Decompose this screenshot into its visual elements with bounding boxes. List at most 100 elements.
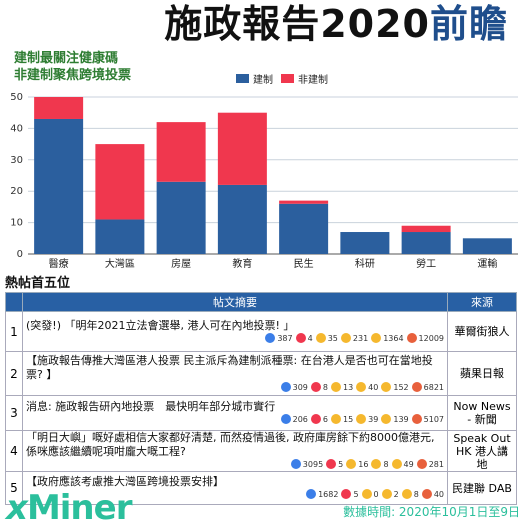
- angry-icon: [411, 414, 422, 424]
- reaction-count: 35: [327, 333, 338, 343]
- bar-pro-democracy: [401, 225, 451, 233]
- reaction-count: 0: [373, 490, 379, 499]
- sad-icon: [330, 414, 341, 424]
- post-source: 蘋果日報: [447, 351, 517, 396]
- title-main: 施政報告2020: [164, 2, 430, 46]
- y-tick-label: 0: [17, 249, 23, 260]
- legend-label-pro-democracy: 非建制: [298, 75, 328, 86]
- data-timestamp: 數據時間: 2020年10月1日至9日: [343, 505, 520, 519]
- like-icon: [290, 459, 301, 469]
- reaction-angry: 6821: [411, 381, 444, 394]
- bar-pro-establishment: [34, 118, 84, 254]
- reaction-count: 39: [368, 415, 379, 424]
- angry-icon: [421, 489, 432, 499]
- reaction-angry: 12009: [406, 332, 444, 345]
- bar-pro-establishment: [217, 184, 267, 254]
- sad-icon: [361, 489, 372, 499]
- reaction-angry_small: 0: [361, 489, 379, 501]
- reaction-count: 2: [393, 490, 399, 499]
- bar-pro-establishment: [279, 203, 329, 254]
- love-icon: [341, 489, 352, 499]
- x-tick-label: 勞工: [416, 257, 436, 270]
- reaction-haha: 1364: [371, 332, 404, 345]
- y-tick-label: 30: [10, 155, 23, 166]
- post-title: 【政府應該考慮推大灣區跨境投票安排】: [26, 475, 224, 488]
- sad-icon: [346, 459, 357, 469]
- reaction-wow: 40: [356, 381, 379, 394]
- reaction-like: 309: [280, 381, 308, 394]
- y-tick-label: 10: [10, 218, 23, 229]
- reaction-angry_small: 16: [346, 459, 368, 471]
- reaction-count: 6821: [423, 382, 444, 392]
- reaction-wow: 231: [340, 332, 369, 345]
- post-source: 華爾街狼人: [447, 311, 517, 352]
- wow-icon: [356, 381, 367, 392]
- post-summary-cell: 【政府應該考慮推大灣區跨境投票安排】 1682 5 0 2 8 40: [22, 471, 448, 505]
- table-row: 2 【施政報告傳推大灣區港人投票 民主派斥為建制派種票: 在台港人是否也可在當地投…: [5, 351, 517, 396]
- post-title: 【施政報告傳推大灣區港人投票 民主派斥為建制派種票: 在台港人是否也可在當地投票…: [26, 353, 433, 381]
- angry-icon: [416, 459, 427, 469]
- wow-icon: [340, 332, 351, 343]
- wow-icon: [381, 489, 392, 499]
- bar-pro-establishment: [462, 238, 512, 254]
- reaction-like: 1682: [306, 489, 338, 501]
- stacked-bar-chart: 0 10 20 30 40 50 醫療 大灣區 房屋 教育 民生 科研 勞工 運輸: [10, 92, 518, 270]
- reaction-angry: 40: [421, 489, 444, 501]
- bar-pro-democracy: [34, 97, 84, 119]
- reaction-haha: 139: [381, 414, 409, 426]
- angry-icon: [411, 381, 422, 392]
- table-header-summary: 帖文摘要: [22, 292, 448, 312]
- reaction-count: 16: [358, 460, 369, 469]
- reactions-bar: 1682 5 0 2 8 40: [26, 489, 444, 501]
- reaction-love: 5: [326, 459, 343, 471]
- x-tick-label: 房屋: [171, 257, 191, 270]
- reactions-bar: 309 8 13 40 152 6821: [26, 381, 444, 394]
- reaction-angry_small: 13: [330, 381, 353, 394]
- x-tick-label: 醫療: [49, 257, 69, 270]
- reaction-wow: 8: [371, 459, 389, 471]
- reactions-bar: 206 6 15 39 139 5107: [26, 414, 444, 426]
- reaction-love: 8: [310, 381, 328, 394]
- bar-pro-democracy: [156, 122, 206, 182]
- bar-pro-establishment: [156, 181, 206, 254]
- bar-pro-establishment: [95, 219, 145, 254]
- post-summary-cell: 【施政報告傳推大灣區港人投票 民主派斥為建制派種票: 在台港人是否也可在當地投票…: [22, 351, 448, 396]
- love-icon: [310, 414, 321, 424]
- reaction-angry_small: 15: [330, 414, 353, 426]
- y-tick-label: 20: [10, 186, 23, 197]
- post-title: 消息: 施政報告研內地投票 最快明年部分城市實行: [26, 400, 276, 413]
- x-tick-label: 科研: [355, 257, 375, 270]
- row-index: 1: [5, 311, 23, 352]
- table-row: 4 「明日大嶼」嘅好處相信大家都好清楚, 而然疫情過後, 政府庫房餘下約8000億…: [5, 430, 517, 472]
- post-title: (突發!) 「明年2021立法會選舉, 港人可在內地投票! 」: [26, 318, 295, 332]
- reaction-count: 309: [292, 382, 308, 392]
- reaction-count: 8: [383, 460, 389, 469]
- post-title: 「明日大嶼」嘅好處相信大家都好清楚, 而然疫情過後, 政府庫房餘下約8000億港…: [26, 431, 435, 458]
- reaction-count: 5: [338, 460, 344, 469]
- reaction-count: 3095: [302, 460, 324, 469]
- reaction-haha: 49: [391, 459, 414, 471]
- reaction-count: 40: [433, 490, 444, 499]
- reaction-count: 40: [368, 382, 379, 392]
- bar-pro-democracy: [95, 144, 145, 220]
- reaction-like: 206: [280, 414, 308, 426]
- legend-swatch-pro-democracy: [281, 74, 294, 83]
- x-tick-label: 教育: [232, 257, 252, 270]
- haha-icon: [381, 414, 392, 424]
- reaction-haha: 152: [381, 381, 409, 394]
- reaction-count: 6: [322, 415, 328, 424]
- reaction-count: 231: [352, 333, 369, 343]
- reaction-count: 139: [393, 415, 409, 424]
- x-tick-label: 運輸: [477, 257, 497, 270]
- table-row: 1 (突發!) 「明年2021立法會選舉, 港人可在內地投票! 」 387 4 35 23…: [5, 311, 517, 352]
- haha-icon: [401, 489, 412, 499]
- reaction-angry: 281: [416, 459, 444, 471]
- reaction-count: 1364: [383, 333, 404, 343]
- y-tick-label: 40: [10, 123, 23, 134]
- reaction-count: 387: [277, 333, 293, 343]
- bar-pro-democracy: [279, 200, 329, 204]
- reaction-count: 8: [322, 382, 328, 392]
- chart-subtitle-line2: 非建制聚焦跨境投票: [14, 68, 132, 83]
- bar-pro-establishment: [340, 232, 390, 254]
- table-row: 5 【政府應該考慮推大灣區跨境投票安排】 1682 5 0 2 8 40 民建聯 DAB: [5, 471, 517, 505]
